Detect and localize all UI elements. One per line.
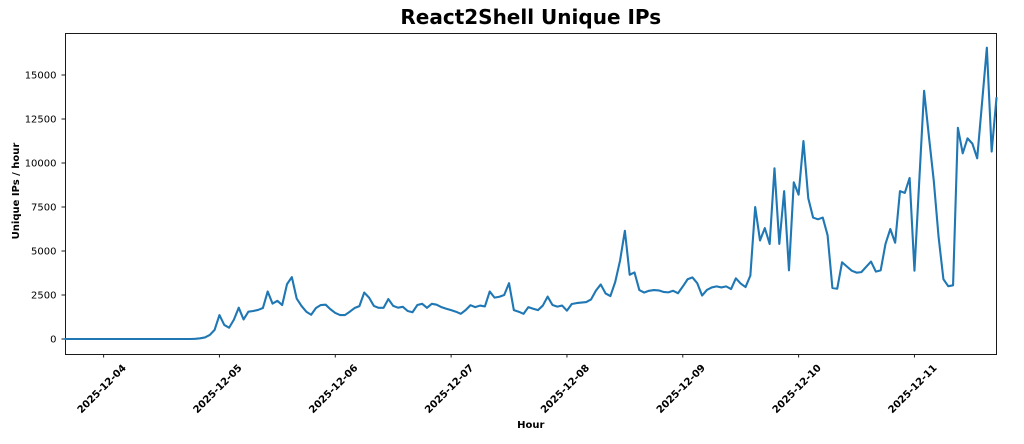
y-tick-label: 15000 (25, 70, 57, 81)
y-tick-label: 0 (50, 335, 56, 346)
y-tick-label: 10000 (25, 158, 57, 169)
unique-ips-line-series (63, 46, 998, 341)
plot-area-border (65, 33, 997, 355)
x-axis-label: Hour (517, 420, 544, 431)
y-tick-label: 2500 (31, 291, 56, 302)
y-tick-label: 12500 (25, 114, 57, 125)
y-tick-label: 7500 (31, 202, 56, 213)
y-axis-label: Unique IPs / hour (11, 143, 22, 240)
y-tick-label: 5000 (31, 247, 56, 258)
chart-title: React2Shell Unique IPs (400, 5, 661, 29)
y-axis-ticks: 0 2500 5000 7500 10000 12500 15000 (25, 70, 65, 346)
